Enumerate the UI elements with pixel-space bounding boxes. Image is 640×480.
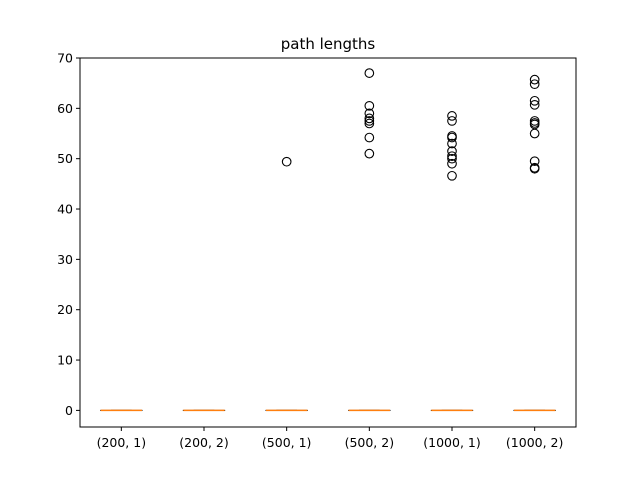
x-tick-label: (1000, 2) [506,435,563,450]
x-tick-label: (1000, 1) [423,435,480,450]
y-tick-label: 0 [65,403,73,418]
outlier-point [447,116,457,126]
outlier-point [364,132,375,143]
outlier-point [447,151,457,162]
outlier-point [364,116,375,126]
outlier-point [529,74,540,85]
y-tick-label: 20 [57,302,73,317]
y-tick-label: 30 [57,252,73,267]
outlier-point [447,158,457,169]
box-group [348,68,391,412]
box-group [265,156,308,412]
y-tick-label: 10 [57,353,73,368]
chart-title: path lengths [281,35,376,53]
plot-area-frame [79,57,577,428]
outlier-point [364,108,375,119]
outlier-point [447,138,457,149]
x-axis: (200, 1) (200, 2) (500, 1) (500, 2) (1000, 1… [97,427,563,450]
outlier-point [364,118,375,129]
boxes-layer [100,68,556,412]
x-tick-label: (500, 1) [262,435,312,450]
outlier-point [447,132,457,143]
y-axis: 0 10 20 30 40 50 60 70 [57,51,80,418]
outlier-point [447,111,457,121]
outlier-point [529,99,540,110]
y-tick-label: 70 [57,51,73,66]
outlier-point [529,79,540,90]
x-tick-label: (200, 2) [179,435,229,450]
outlier-point [364,100,375,111]
outlier-point [447,146,457,156]
y-tick-label: 50 [57,151,73,166]
x-tick-label: (500, 2) [345,435,395,450]
outlier-point [281,156,292,167]
box-group [513,74,556,412]
outlier-point [447,153,457,164]
outlier-point [447,170,457,181]
box-group [430,111,474,412]
outlier-point [364,148,375,159]
outlier-point [364,113,375,124]
outlier-point [529,95,540,106]
outlier-point [364,68,375,78]
outlier-point [529,128,540,139]
outlier-point [529,163,540,174]
y-tick-label: 40 [57,202,73,217]
outlier-point [529,156,540,167]
y-tick-label: 60 [57,101,73,116]
x-tick-label: (200, 1) [97,435,147,450]
